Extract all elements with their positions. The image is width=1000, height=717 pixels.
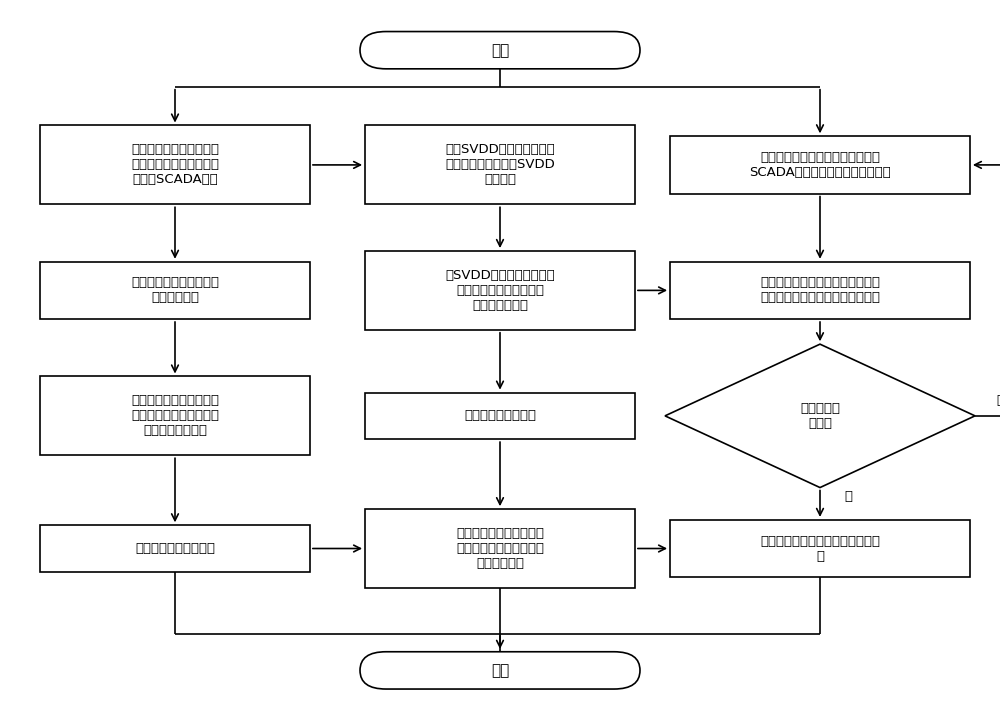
- Text: 在线采集风电机组运行状态下新的
SCADA数据并进行数据归一化处理: 在线采集风电机组运行状态下新的 SCADA数据并进行数据归一化处理: [749, 151, 891, 179]
- Text: 使用SVDD方法分别为正常
和故障状态样本建立SVDD
超球模型: 使用SVDD方法分别为正常 和故障状态样本建立SVDD 超球模型: [445, 143, 555, 186]
- Bar: [365, 251, 635, 330]
- Text: 否: 否: [996, 394, 1000, 407]
- FancyBboxPatch shape: [360, 652, 640, 689]
- Bar: [40, 376, 310, 455]
- Text: 是否出现结
冰故障: 是否出现结 冰故障: [800, 402, 840, 430]
- Bar: [670, 136, 970, 194]
- Text: 结束: 结束: [491, 663, 509, 678]
- Text: 计算自适应加权矩阵: 计算自适应加权矩阵: [464, 409, 536, 422]
- FancyBboxPatch shape: [360, 32, 640, 69]
- Text: 离线采集风电机组正常状
态和叶片结冰故障状态运
行下的SCADA数据: 离线采集风电机组正常状 态和叶片结冰故障状态运 行下的SCADA数据: [131, 143, 219, 186]
- Bar: [670, 262, 970, 319]
- Text: 将归一化后的在线样本输入所建立
的离线模型中并输出故障检测结果: 将归一化后的在线样本输入所建立 的离线模型中并输出故障检测结果: [760, 276, 880, 305]
- Bar: [365, 509, 635, 588]
- Text: 从SVDD超球体模型中获取
能够描述样本分布信息的
半径和距离集合: 从SVDD超球体模型中获取 能够描述样本分布信息的 半径和距离集合: [445, 269, 555, 312]
- Bar: [670, 520, 970, 577]
- Text: 数据归一化处理并存入离
线训练数据库: 数据归一化处理并存入离 线训练数据库: [131, 276, 219, 305]
- Text: 建立基于自适应加权核极
限学习机的风机叶片结冰
故障检测模型: 建立基于自适应加权核极 限学习机的风机叶片结冰 故障检测模型: [456, 527, 544, 570]
- Bar: [365, 393, 635, 439]
- Polygon shape: [665, 344, 975, 488]
- Text: 遍历离线训练数据库，分
别获得正常状态和故障状
态的样本数量大小: 遍历离线训练数据库，分 别获得正常状态和故障状 态的样本数量大小: [131, 394, 219, 437]
- Bar: [40, 525, 310, 572]
- Bar: [365, 125, 635, 204]
- Bar: [40, 262, 310, 319]
- Text: 计算初始固定加权矩阵: 计算初始固定加权矩阵: [135, 542, 215, 555]
- Bar: [40, 125, 310, 204]
- Text: 开启除冰系统或进行模型更新和调
整: 开启除冰系统或进行模型更新和调 整: [760, 534, 880, 563]
- Text: 开始: 开始: [491, 43, 509, 57]
- Text: 是: 是: [844, 490, 852, 503]
